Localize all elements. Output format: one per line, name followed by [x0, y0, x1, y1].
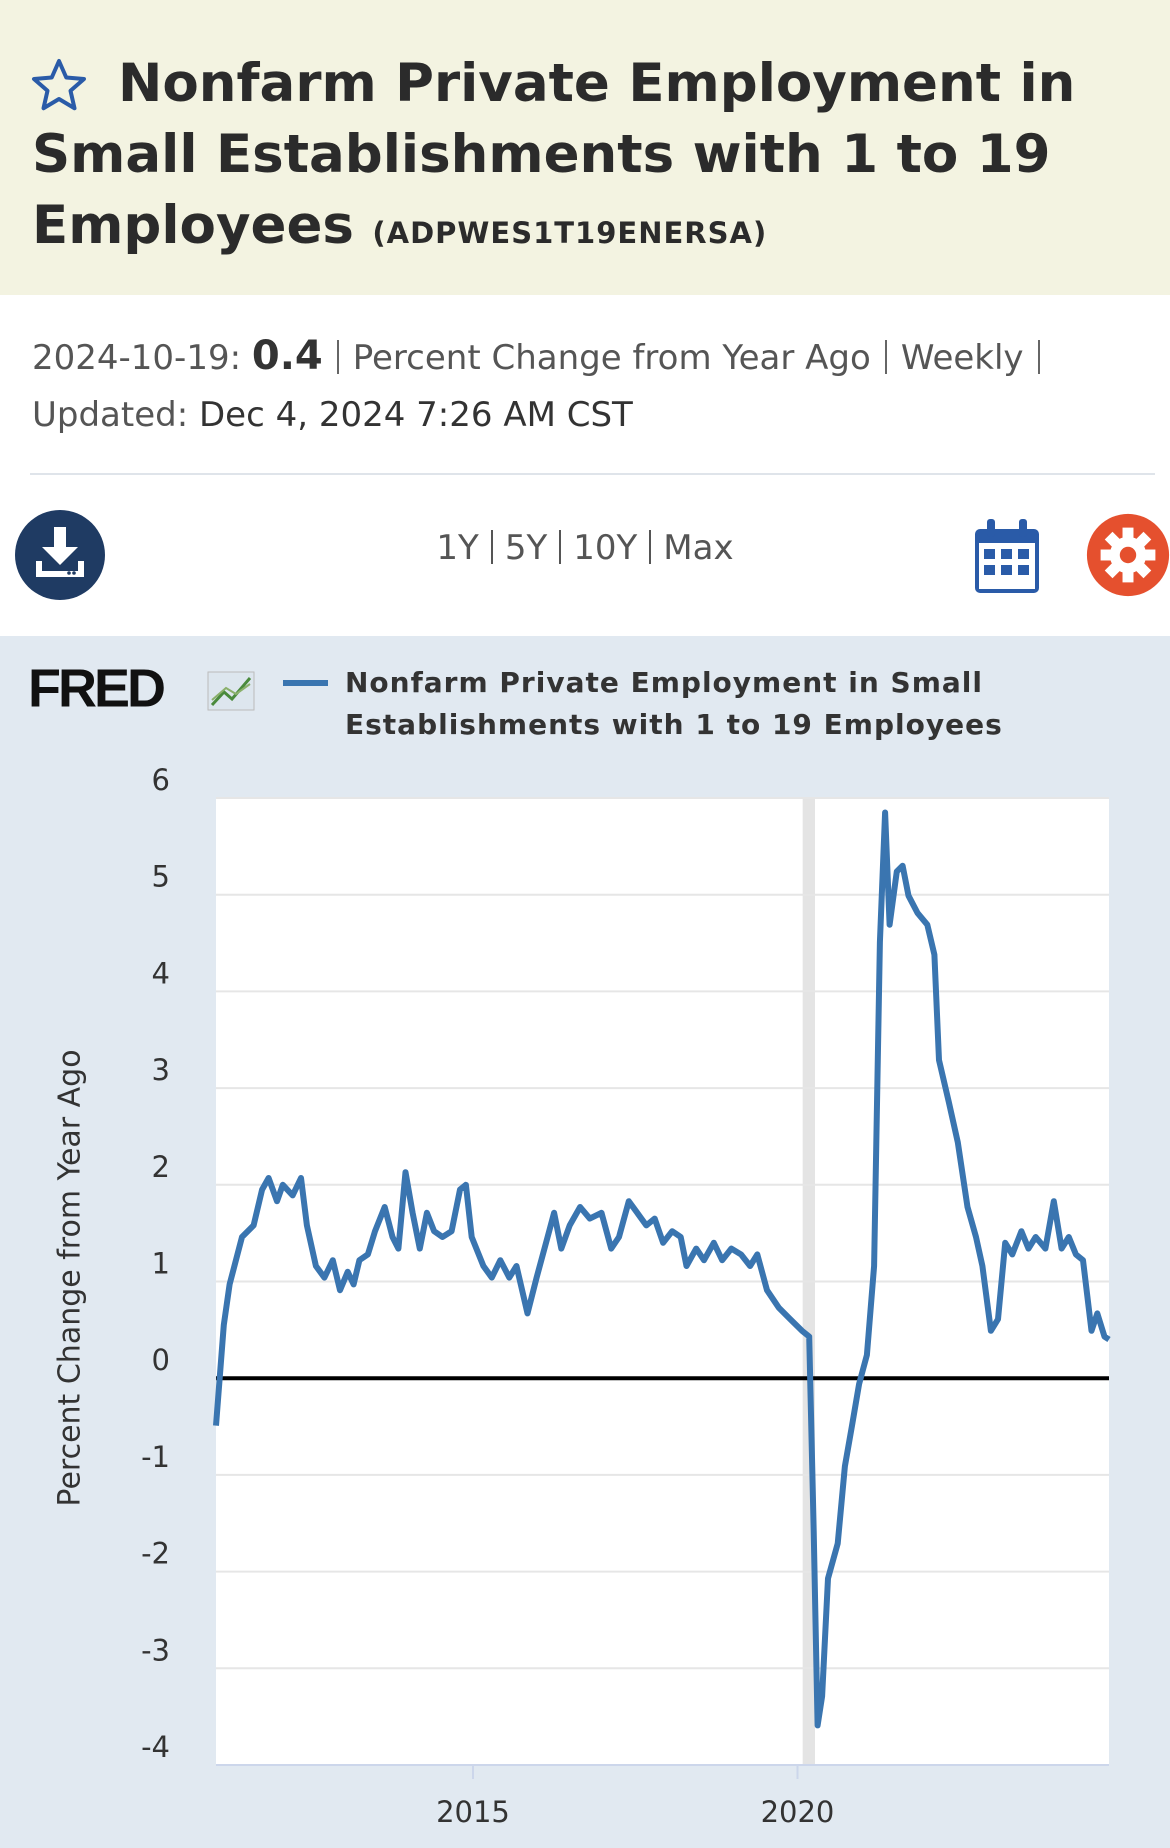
separator: [490, 530, 493, 564]
range-option[interactable]: 5Y: [504, 528, 548, 568]
series-id: (ADPWES1T19ENERSA): [372, 216, 768, 250]
series-line: [213, 809, 1111, 1729]
y-tick-label: -2: [141, 1537, 170, 1571]
range-selector: 1Y 5Y 10Y Max: [0, 528, 1170, 568]
y-tick-label: 4: [152, 956, 170, 990]
y-tick-label: 1: [152, 1247, 170, 1281]
range-option[interactable]: 1Y: [436, 528, 479, 568]
obs-date: 2024-10-19:: [32, 338, 242, 378]
range-option[interactable]: 10Y: [573, 528, 638, 568]
legend-label: Nonfarm Private Employment in Small Esta…: [345, 666, 1003, 741]
title-text: Nonfarm Private Employment in Small Esta…: [32, 53, 1076, 256]
fred-logo: FRED: [28, 658, 164, 718]
range-option[interactable]: Max: [663, 528, 734, 568]
frequency: Weekly: [900, 338, 1024, 378]
y-tick-label: -4: [141, 1730, 170, 1764]
header: [0, 0, 1170, 295]
updated-label: Updated:: [32, 395, 189, 435]
obs-value: 0.4: [251, 333, 323, 379]
y-tick-label: 5: [152, 860, 170, 894]
y-tick-label: -3: [141, 1633, 170, 1667]
separator: [336, 340, 339, 374]
updated-line: Updated: Dec 4, 2024 7:26 AM CST: [32, 395, 633, 435]
download-button[interactable]: [14, 509, 106, 601]
settings-button[interactable]: [1086, 509, 1170, 601]
updated: Dec 4, 2024 7:26 AM CST: [198, 395, 633, 435]
x-tick-label: 2020: [761, 1795, 835, 1829]
separator: [559, 530, 562, 564]
separator: [884, 340, 887, 374]
units: Percent Change from Year Ago: [352, 338, 871, 378]
y-tick-label: 3: [152, 1053, 170, 1087]
info-line: 2024-10-19: 0.4 Percent Change from Year …: [32, 333, 1054, 379]
title: Nonfarm Private Employment in Small Esta…: [32, 48, 1157, 269]
y-axis-label: Percent Change from Year Ago: [53, 1049, 88, 1506]
calendar-button[interactable]: [975, 519, 1039, 593]
divider: [30, 473, 1155, 475]
y-tick-label: 6: [152, 763, 170, 797]
separator: [1037, 340, 1040, 374]
y-tick-label: -1: [141, 1440, 170, 1474]
y-tick-label: 0: [152, 1343, 170, 1377]
logo-icon: [207, 671, 255, 711]
x-tick-label: 2015: [436, 1795, 510, 1829]
separator: [649, 530, 652, 564]
y-tick-label: 2: [152, 1150, 170, 1184]
favorite-star[interactable]: [28, 56, 90, 116]
